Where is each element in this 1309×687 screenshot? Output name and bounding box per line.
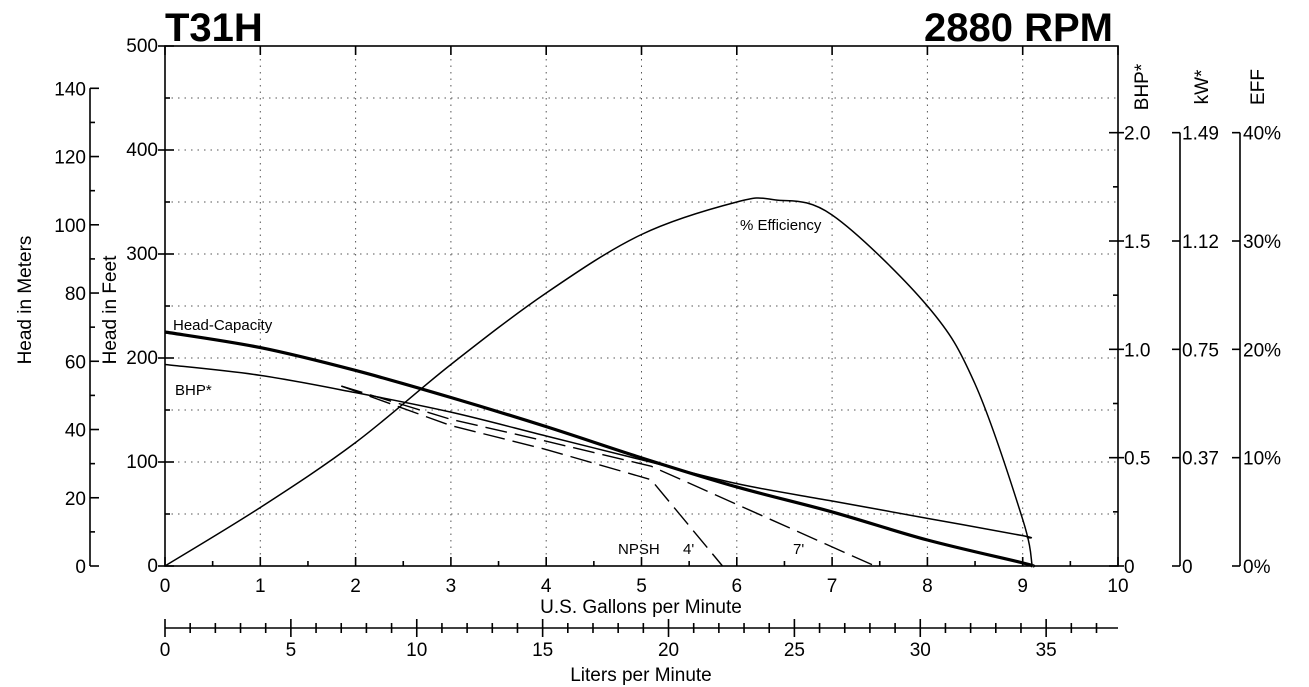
y-meters-tick-label: 80 [65,284,86,305]
y-feet-axis-title: Head in Feet [100,255,121,365]
y-meters-tick-label: 60 [65,352,86,373]
y-eff-axis-title: EFF [1248,69,1269,105]
x-gpm-axis-title: U.S. Gallons per Minute [540,597,742,618]
x-lpm-tick-label: 15 [532,640,553,661]
y-meters-tick-label: 40 [65,421,86,442]
y-bhp-tick-label: 0 [1124,557,1135,578]
x-gpm-tick-label: 4 [541,576,552,597]
y-feet-tick-label: 200 [126,348,158,369]
y-eff-tick-label: 40% [1243,124,1281,145]
x-gpm-tick-label: 8 [922,576,933,597]
y-eff-tick-label: 30% [1243,232,1281,253]
y-meters-axis-title: Head in Meters [15,236,36,365]
bhp-curve-label: BHP* [175,382,212,399]
npsh-label: NPSH [618,541,660,558]
y-bhp-axis-title: BHP* [1132,63,1153,110]
x-gpm-tick-label: 9 [1017,576,1028,597]
y-feet-tick-label: 0 [147,556,158,577]
y-feet-tick-label: 300 [126,244,158,265]
y-kw-tick-label: 1.12 [1182,232,1219,253]
x-gpm-tick-label: 2 [350,576,361,597]
y-bhp-tick-label: 2.0 [1124,124,1150,145]
y-kw-tick-label: 0 [1182,557,1193,578]
x-gpm-tick-label: 10 [1107,576,1128,597]
y-bhp-tick-label: 0.5 [1124,449,1150,470]
x-lpm-tick-label: 5 [286,640,297,661]
y-feet-tick-label: 400 [126,140,158,161]
speed-title: 2880 RPM [924,6,1113,50]
y-kw-tick-label: 0.37 [1182,449,1219,470]
npsh-7-curve [341,385,876,567]
y-kw-tick-label: 0.75 [1182,340,1219,361]
x-gpm-tick-label: 5 [636,576,647,597]
y-meters-tick-label: 120 [54,148,86,169]
head-capacity-label: Head-Capacity [173,317,273,334]
head-capacity-curve [164,330,1036,568]
x-gpm-tick-label: 7 [827,576,838,597]
x-lpm-tick-label: 0 [160,640,171,661]
x-lpm-tick-label: 20 [658,640,679,661]
x-gpm-tick-label: 1 [255,576,266,597]
x-lpm-tick-label: 30 [910,640,931,661]
y-meters-tick-label: 140 [54,79,86,100]
y-eff-tick-label: 20% [1243,340,1281,361]
npsh-4-label: 4' [683,541,694,558]
x-lpm-axis-title: Liters per Minute [570,665,712,686]
x-gpm-tick-label: 6 [732,576,743,597]
x-lpm-tick-label: 35 [1036,640,1057,661]
bhp-curve [164,363,1033,539]
y-kw-tick-label: 1.49 [1182,124,1219,145]
y-feet-tick-label: 100 [126,452,158,473]
y-eff-tick-label: 0% [1243,557,1271,578]
x-gpm-tick-label: 3 [446,576,457,597]
y-bhp-tick-label: 1.0 [1124,340,1150,361]
y-bhp-tick-label: 1.5 [1124,232,1150,253]
y-kw-axis-title: kW* [1192,69,1213,104]
y-feet-tick-label: 500 [126,36,158,57]
efficiency-curve [164,197,1033,567]
npsh-7-label: 7' [793,541,804,558]
efficiency-curve-label: % Efficiency [740,217,822,234]
model-title: T31H [165,6,263,50]
y-meters-tick-label: 20 [65,489,86,510]
x-lpm-tick-label: 25 [784,640,805,661]
x-gpm-tick-label: 0 [160,576,171,597]
y-eff-tick-label: 10% [1243,449,1281,470]
y-meters-tick-label: 0 [75,557,86,578]
x-lpm-tick-label: 10 [406,640,427,661]
y-meters-tick-label: 100 [54,216,86,237]
npsh-4-curve [341,385,724,567]
